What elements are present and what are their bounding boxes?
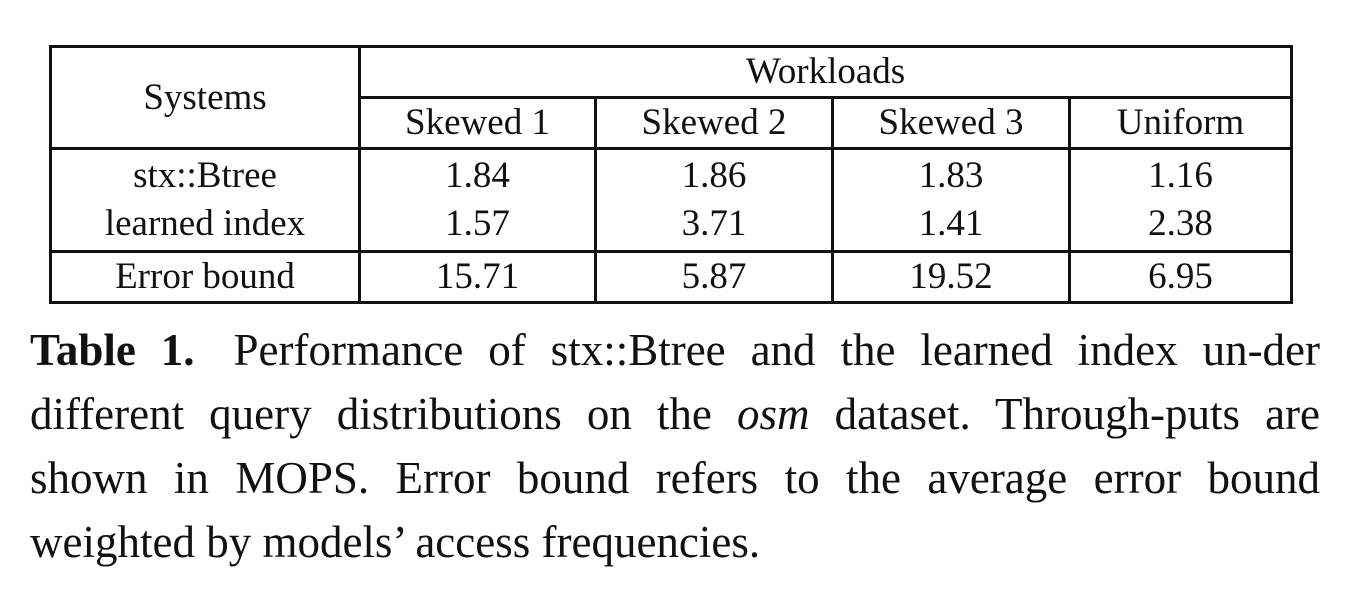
caption-dataset-name: osm bbox=[736, 389, 810, 439]
table-row: learned index 1.57 3.71 1.41 2.38 bbox=[49, 200, 1294, 253]
caption-text: dataset. Through-puts are shown in MOPS.… bbox=[30, 389, 1321, 567]
table-row: stx::Btree 1.84 1.86 1.83 1.16 bbox=[49, 147, 1294, 200]
table-cell: 2.38 bbox=[1067, 200, 1294, 253]
table-cell: 1.83 bbox=[831, 147, 1071, 200]
results-table-container: Systems Workloads Skewed 1 Skewed 2 Skew… bbox=[49, 45, 1294, 304]
column-header: Skewed 3 bbox=[831, 96, 1071, 150]
row-name: Error bound bbox=[49, 250, 361, 304]
systems-header: Systems bbox=[49, 45, 361, 150]
table-cell: 15.71 bbox=[358, 250, 597, 304]
results-table: Systems Workloads Skewed 1 Skewed 2 Skew… bbox=[49, 45, 1294, 304]
column-header: Skewed 1 bbox=[358, 96, 597, 150]
table-row: Error bound 15.71 5.87 19.52 6.95 bbox=[49, 250, 1294, 304]
table-cell: 1.16 bbox=[1067, 147, 1294, 200]
table-cell: 1.84 bbox=[358, 147, 597, 200]
table-cell: 1.57 bbox=[358, 200, 597, 253]
table-cell: 3.71 bbox=[594, 200, 834, 253]
table-cell: 1.41 bbox=[831, 200, 1071, 253]
column-header: Uniform bbox=[1067, 96, 1294, 150]
table-cell: 6.95 bbox=[1067, 250, 1294, 304]
table-cell: 19.52 bbox=[831, 250, 1071, 304]
table-cell: 1.86 bbox=[594, 147, 834, 200]
table-header-row-1: Systems Workloads bbox=[49, 45, 1294, 150]
workloads-header: Workloads bbox=[357, 45, 1294, 99]
row-name: learned index bbox=[49, 200, 361, 253]
column-header: Skewed 2 bbox=[594, 96, 834, 150]
caption-text: Performance of stx::Btree and the learne… bbox=[30, 325, 1321, 439]
table-header-row-2: Skewed 1 Skewed 2 Skewed 3 Uniform bbox=[51, 96, 1294, 150]
table-cell: 5.87 bbox=[594, 250, 834, 304]
table-caption: Table 1. Performance of stx::Btree and t… bbox=[30, 318, 1320, 574]
row-name: stx::Btree bbox=[49, 147, 361, 200]
caption-label: Table 1. bbox=[30, 325, 195, 375]
